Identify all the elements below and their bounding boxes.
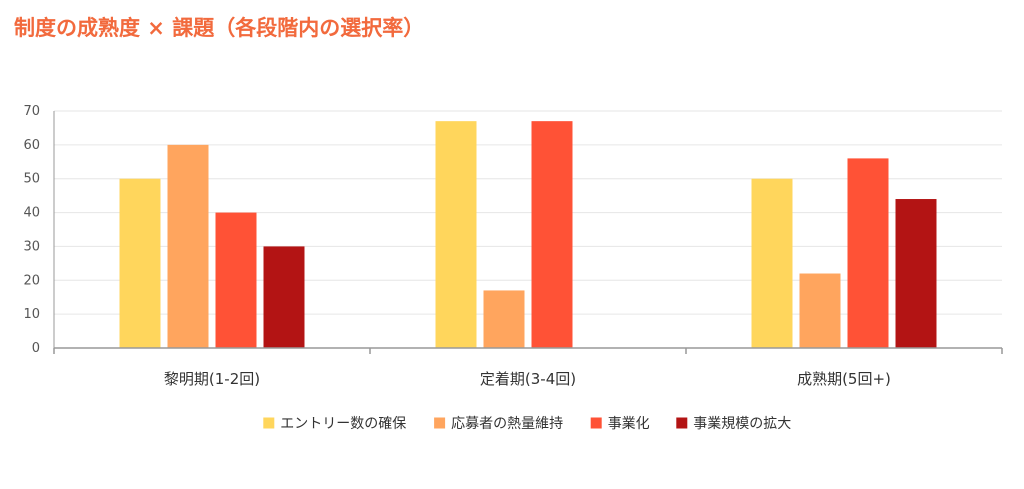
legend-label: エントリー数の確保 <box>280 416 406 432</box>
legend-item: 事業規模の拡大 <box>676 416 791 432</box>
legend-swatch <box>676 417 688 429</box>
legend-swatch <box>590 417 602 429</box>
x-axis: 黎明期(1-2回) 定着期(3-4回) 成熟期(5回+) <box>53 347 1003 388</box>
x-tick-label: 成熟期(5回+) <box>797 370 891 388</box>
legend-label: 事業化 <box>608 416 650 432</box>
y-axis: 0 10 20 30 40 50 60 70 <box>23 104 55 356</box>
bars <box>119 121 937 349</box>
x-tick-label: 定着期(3-4回) <box>480 370 576 388</box>
y-tick-label: 30 <box>23 239 40 254</box>
bar <box>215 212 257 348</box>
legend-label: 応募者の熱量維持 <box>451 416 563 432</box>
y-tick-label: 50 <box>23 172 40 187</box>
bar <box>483 290 525 348</box>
bar <box>895 199 937 348</box>
bar <box>847 158 889 348</box>
y-tick-label: 10 <box>23 307 40 322</box>
bar <box>531 121 573 349</box>
bar <box>119 178 161 348</box>
legend-item: エントリー数の確保 <box>263 416 406 432</box>
y-tick-label: 70 <box>23 104 40 119</box>
legend-item: 事業化 <box>590 416 650 432</box>
legend-swatch <box>434 417 446 429</box>
y-tick-label: 60 <box>23 138 40 153</box>
legend-label: 事業規模の拡大 <box>693 416 791 432</box>
gridlines <box>54 110 1002 315</box>
bar <box>167 144 209 348</box>
y-tick-label: 40 <box>23 206 40 221</box>
chart-title: 制度の成熟度 × 課題（各段階内の選択率） <box>14 16 425 40</box>
y-tick-label: 20 <box>23 273 40 288</box>
x-tick-label: 黎明期(1-2回) <box>164 370 260 388</box>
bar <box>263 246 305 348</box>
legend-item: 応募者の熱量維持 <box>434 416 563 432</box>
legend: エントリー数の確保 応募者の熱量維持 事業化 事業規模の拡大 <box>263 416 791 432</box>
bar <box>751 178 793 348</box>
bar <box>799 273 841 348</box>
legend-swatch <box>263 417 275 429</box>
y-tick-label: 0 <box>32 341 40 356</box>
bar <box>435 121 477 349</box>
